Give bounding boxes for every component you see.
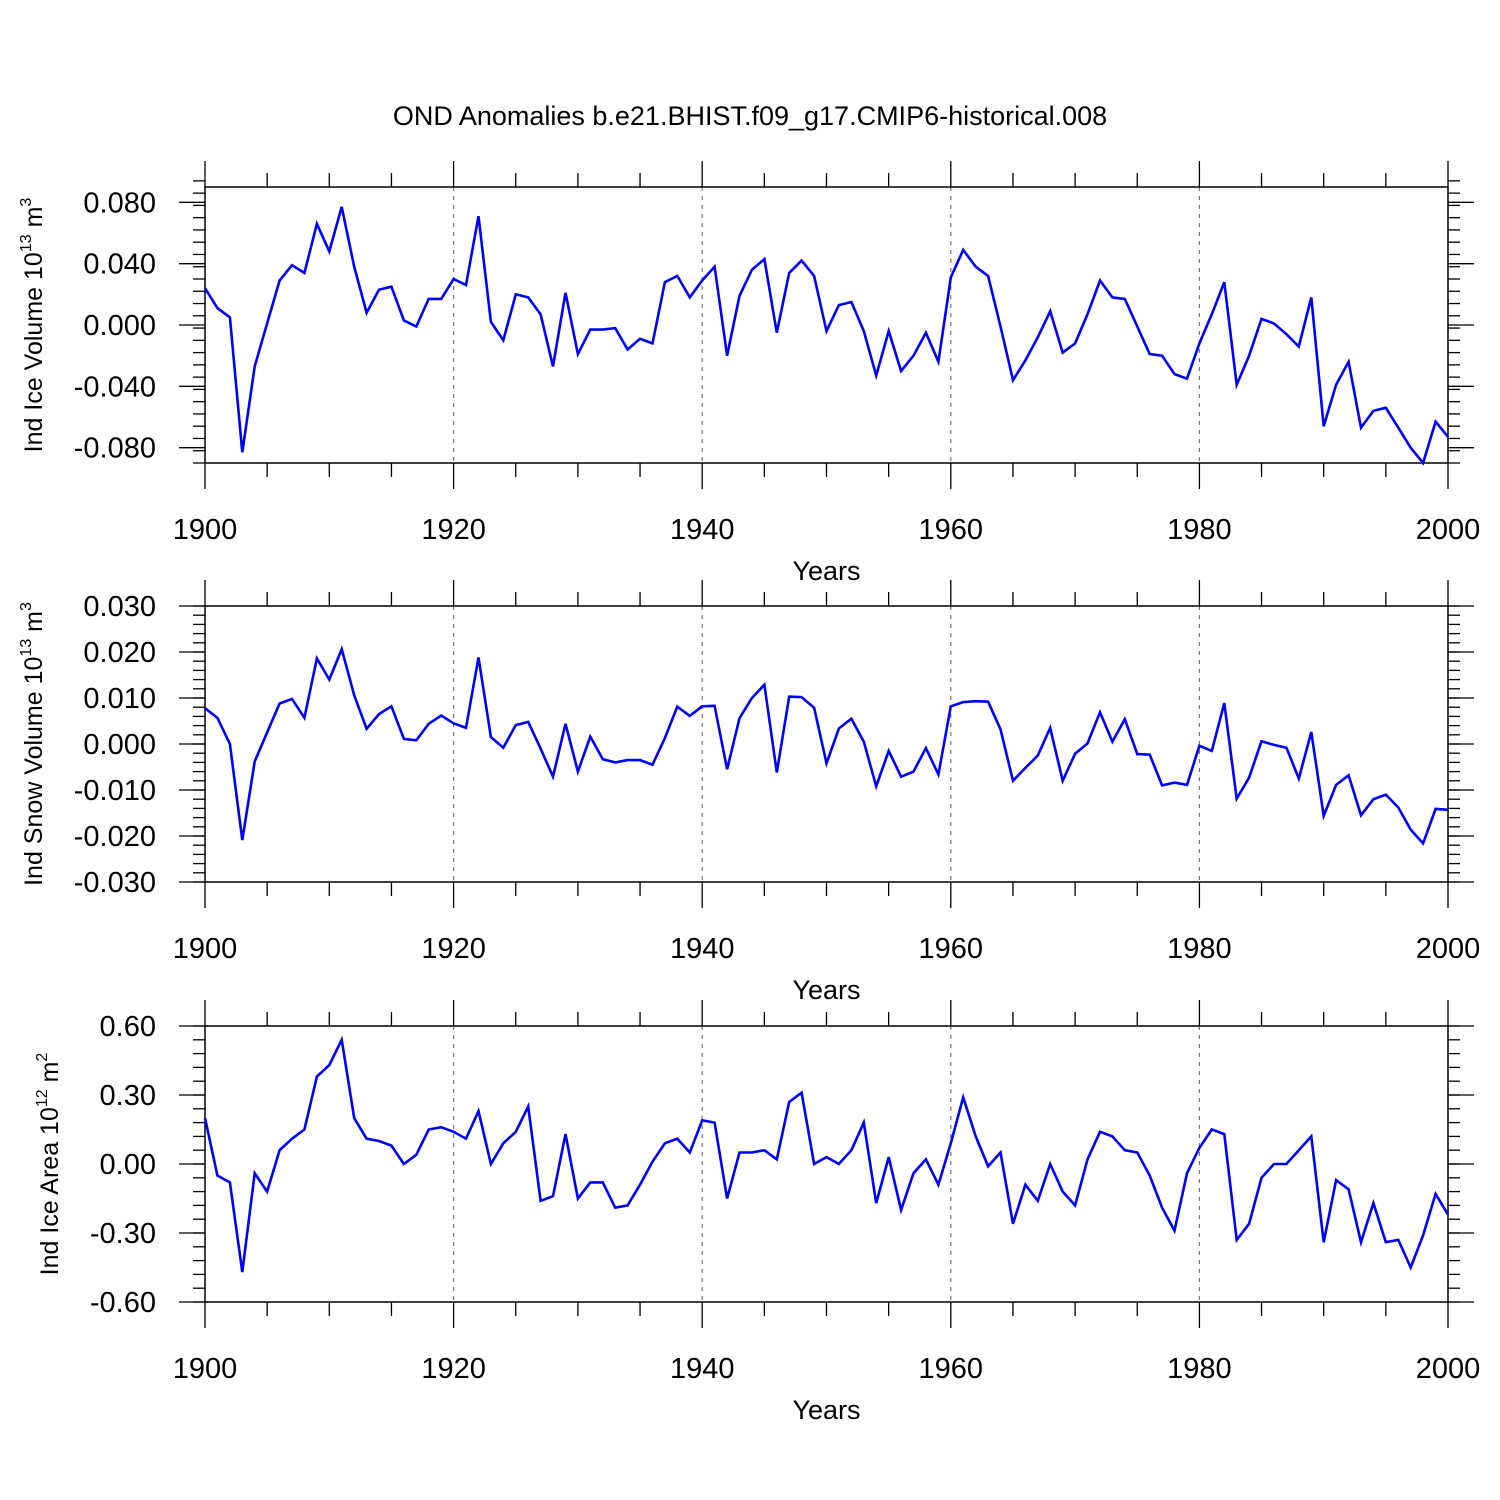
x-tick-label-1920: 1920 [421,514,486,546]
series-line [204,645,1449,846]
y-tick-label-0.00: 0.00 [100,1149,156,1181]
y-tick-label--0.020: -0.020 [74,821,156,853]
y-axis-label: Ind Ice Area 1012 m2 [34,1053,64,1276]
y-tick-label--0.030: -0.030 [74,867,156,899]
x-tick-label-1900: 1900 [173,514,238,546]
x-tick-label-2000: 2000 [1416,933,1481,965]
y-tick-label--0.60: -0.60 [90,1287,156,1319]
figure-title: OND Anomalies b.e21.BHIST.f09_g17.CMIP6-… [393,101,1107,131]
x-tick-label-2000: 2000 [1416,1353,1481,1385]
x-tick-label-1940: 1940 [670,1353,735,1385]
x-tick-label-2000: 2000 [1416,514,1481,546]
x-tick-label-1900: 1900 [173,933,238,965]
y-tick-label-0.030: 0.030 [83,591,156,623]
y-tick-label-0.080: 0.080 [83,187,156,219]
x-tick-label-1960: 1960 [919,514,984,546]
y-tick-label--0.30: -0.30 [90,1218,156,1250]
y-tick-label-0.000: 0.000 [83,310,156,342]
y-axis-label: Ind Snow Volume 1013 m3 [18,602,48,886]
y-tick-label--0.010: -0.010 [74,775,156,807]
y-tick-label-0.000: 0.000 [83,729,156,761]
panel-2: 1900 1920 1940 1960 1980 2000 Years -0.030 -0.02… [18,580,1480,1005]
series-line [203,206,1450,466]
x-axis-label: Years [792,1395,860,1425]
x-tick-label-1980: 1980 [1167,933,1232,965]
panel-3: 1900 1920 1940 1960 1980 2000 Years -0.60 -0.30 0… [34,1000,1480,1425]
y-tick-label-0.60: 0.60 [100,1011,156,1043]
x-tick-label-1920: 1920 [421,1353,486,1385]
x-tick-label-1940: 1940 [670,514,735,546]
x-axis-label: Years [792,556,860,586]
x-tick-label-1940: 1940 [670,933,735,965]
y-tick-label--0.080: -0.080 [74,433,156,465]
x-tick-label-1960: 1960 [919,1353,984,1385]
y-tick-label-0.040: 0.040 [83,249,156,281]
y-tick-label--0.040: -0.040 [74,371,156,403]
x-tick-label-1960: 1960 [919,933,984,965]
panel-1: 1900 1920 1940 1960 1980 2000 Years -0.080 -0.04… [18,161,1480,586]
x-tick-label-1920: 1920 [421,933,486,965]
y-tick-label-0.020: 0.020 [83,637,156,669]
series-line [203,1035,1450,1273]
x-tick-label-1900: 1900 [173,1353,238,1385]
x-tick-label-1980: 1980 [1167,514,1232,546]
x-tick-label-1980: 1980 [1167,1353,1232,1385]
y-tick-label-0.010: 0.010 [83,683,156,715]
y-axis-label: Ind Ice Volume 1013 m3 [18,198,48,453]
x-axis-label: Years [792,975,860,1005]
y-tick-label-0.30: 0.30 [100,1080,156,1112]
